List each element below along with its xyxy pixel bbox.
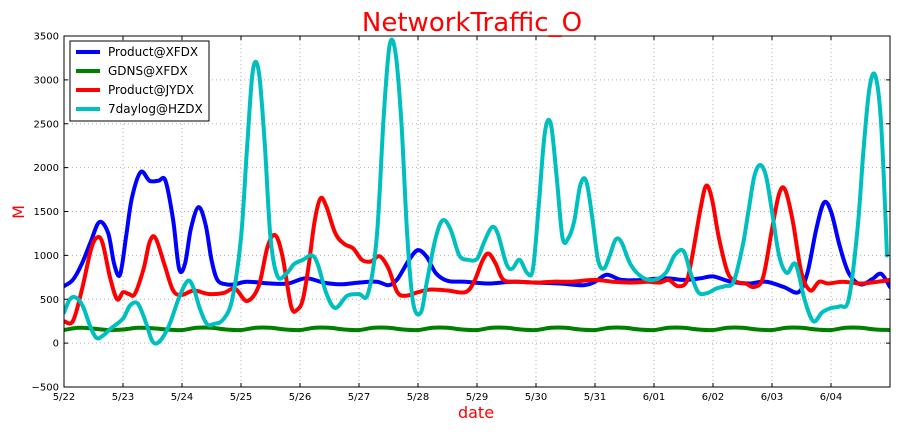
x-tick-label: 6/02 <box>702 392 724 403</box>
x-axis-ticks: 5/22 5/23 5/24 5/25 5/26 5/27 5/28 5/29 5/30 5/31… <box>53 36 842 403</box>
legend: Product@XFDX GDNS@XFDX Product@JYDX 7daylog… <box>69 40 210 122</box>
x-tick-label: 5/31 <box>584 392 606 403</box>
x-tick-label: 6/04 <box>820 392 842 403</box>
y-tick-label: 2500 <box>34 119 59 130</box>
legend-label-product-xfdx: Product@XFDX <box>108 45 198 59</box>
y-tick-label: 2000 <box>34 163 59 174</box>
y-axis-ticks: −500 0 500 1000 1500 2000 2500 3000 3500 <box>32 32 890 394</box>
y-tick-label: 3500 <box>34 32 59 43</box>
x-tick-label: 5/30 <box>525 392 547 403</box>
series-line-product-jydx <box>64 183 890 326</box>
x-tick-label: 5/25 <box>230 392 252 403</box>
legend-label-gdns-xfdx: GDNS@XFDX <box>108 64 188 78</box>
y-tick-label: 3000 <box>34 75 59 86</box>
y-axis-label: M <box>9 205 28 219</box>
x-axis-label: date <box>458 403 494 422</box>
x-tick-label: 5/29 <box>466 392 488 403</box>
x-tick-label: 6/01 <box>643 392 665 403</box>
y-tick-label: −500 <box>32 383 59 394</box>
chart-title: NetworkTraffic_O <box>362 8 582 38</box>
series-lines <box>64 37 890 346</box>
series-line-gdns-xfdx <box>64 325 890 333</box>
x-tick-label: 5/26 <box>289 392 311 403</box>
y-tick-label: 1500 <box>34 207 59 218</box>
x-tick-label: 5/24 <box>171 392 193 403</box>
y-tick-label: 500 <box>40 295 59 306</box>
y-tick-label: 1000 <box>34 251 59 262</box>
x-tick-label: 5/27 <box>348 392 370 403</box>
x-tick-label: 5/22 <box>53 392 75 403</box>
series-line-product-xfdx <box>64 169 890 295</box>
x-tick-label: 6/03 <box>761 392 783 403</box>
y-tick-label: 0 <box>53 339 59 350</box>
series-line-7daylog-hzdx <box>64 37 889 346</box>
legend-label-product-jydx: Product@JYDX <box>108 83 194 97</box>
legend-label-7daylog-hzdx: 7daylog@HZDX <box>108 102 203 116</box>
x-tick-label: 5/23 <box>112 392 134 403</box>
x-tick-label: 5/28 <box>407 392 429 403</box>
